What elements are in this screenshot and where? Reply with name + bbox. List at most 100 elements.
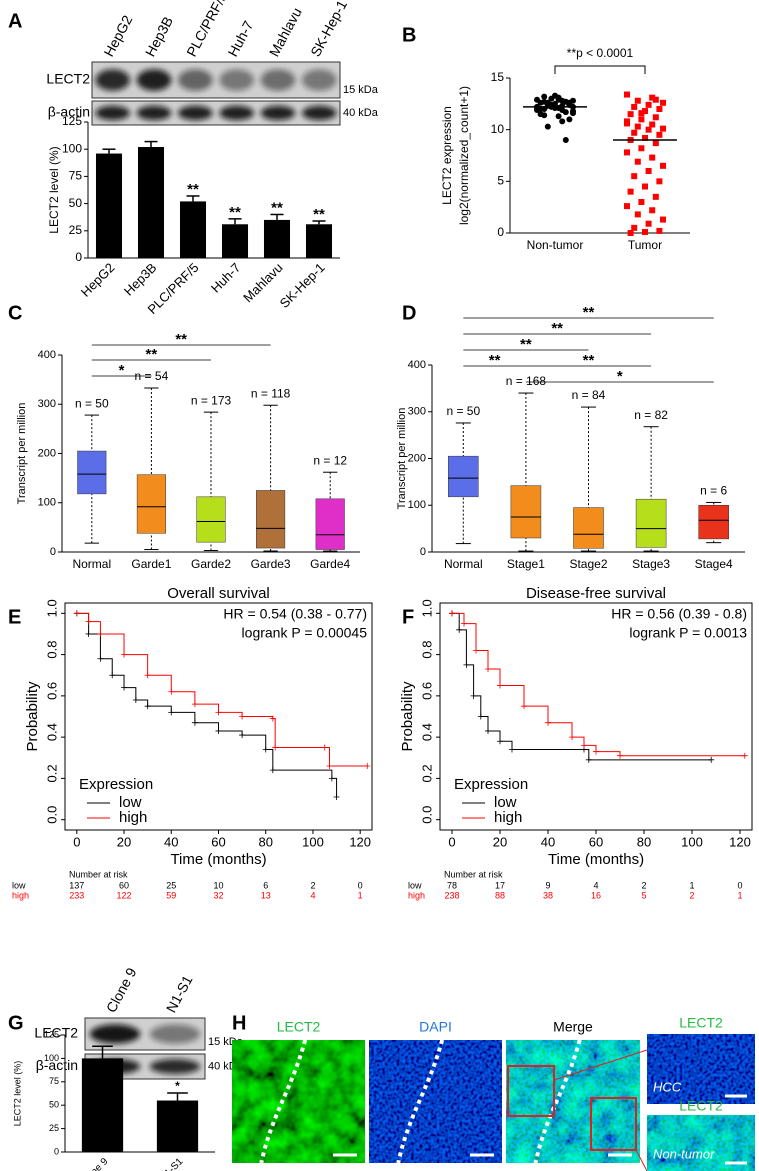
lane-label: Hep3B bbox=[142, 14, 176, 59]
dot bbox=[541, 93, 548, 100]
y-tick-label: 0 bbox=[420, 546, 426, 558]
y-axis-label: LECT2 level (%) bbox=[47, 146, 61, 233]
x-tick-label: 60 bbox=[211, 834, 225, 849]
y-tick-label: 75 bbox=[69, 169, 83, 183]
x-tick-label: 100 bbox=[302, 834, 324, 849]
censor-mark bbox=[262, 746, 269, 753]
annotation: HR = 0.56 (0.39 - 0.8) bbox=[611, 606, 747, 622]
n-label: n = 50 bbox=[75, 396, 109, 410]
survival-curve bbox=[76, 612, 338, 797]
y-tick-label: 0.4 bbox=[419, 723, 434, 741]
dot bbox=[645, 126, 652, 133]
risk-count: 88 bbox=[495, 890, 505, 900]
censor-mark bbox=[168, 709, 175, 716]
dot bbox=[631, 129, 638, 136]
dot bbox=[649, 207, 656, 214]
censor-mark bbox=[470, 692, 477, 699]
x-tick-label: Stage4 bbox=[695, 557, 733, 571]
blot-band bbox=[219, 105, 255, 121]
dot bbox=[642, 228, 648, 235]
y-axis-label: Transcript per million bbox=[16, 403, 28, 505]
x-tick-label: 40 bbox=[541, 834, 555, 849]
comparison-label: ** bbox=[520, 336, 532, 353]
y-tick-label: 400 bbox=[38, 349, 56, 361]
censor-mark bbox=[168, 688, 175, 695]
dot bbox=[544, 123, 551, 130]
risk-count: 13 bbox=[261, 890, 271, 900]
boundary-line bbox=[396, 1039, 445, 1164]
risk-count: 0 bbox=[358, 880, 363, 890]
dot bbox=[624, 91, 630, 98]
significance-bracket bbox=[554, 65, 646, 74]
risk-count: 10 bbox=[213, 880, 223, 890]
risk-count: 1 bbox=[689, 880, 694, 890]
censor-mark bbox=[191, 719, 198, 726]
risk-count: 4 bbox=[593, 880, 598, 890]
censor-mark bbox=[73, 610, 80, 617]
inset-channel: LECT2 bbox=[679, 1015, 723, 1031]
dot bbox=[562, 109, 569, 116]
dot bbox=[624, 149, 630, 156]
y-axis-label: Probability bbox=[24, 681, 41, 752]
n-label: n = 50 bbox=[446, 404, 480, 418]
n-label: n = 84 bbox=[572, 388, 606, 402]
panel-label: A bbox=[8, 10, 22, 32]
y-axis-label: LECT2 expression bbox=[440, 106, 454, 205]
micrograph-blue bbox=[369, 1040, 502, 1163]
lane-label: Clone 9 bbox=[103, 965, 140, 1015]
dot bbox=[642, 108, 648, 115]
n-label: n = 54 bbox=[135, 369, 169, 383]
lane-label: Huh-7 bbox=[224, 18, 256, 59]
x-tick-label: 0 bbox=[73, 834, 80, 849]
blot-band bbox=[136, 69, 172, 91]
censor-mark bbox=[85, 618, 92, 625]
x-tick-label: 20 bbox=[493, 834, 507, 849]
y-tick-label: 400 bbox=[408, 359, 426, 371]
y-tick-label: 25 bbox=[69, 223, 83, 237]
comparison-label: ** bbox=[551, 320, 563, 337]
inset-tissue: Non-tumor bbox=[653, 1146, 715, 1161]
box bbox=[510, 485, 542, 539]
n-label: n = 6 bbox=[700, 484, 727, 498]
n-label: n = 173 bbox=[191, 393, 232, 407]
risk-count: 1 bbox=[737, 890, 742, 900]
x-tick-label: Garde3 bbox=[251, 557, 291, 571]
risk-count: 38 bbox=[543, 890, 553, 900]
x-tick-label: 120 bbox=[729, 834, 751, 849]
dot bbox=[534, 96, 540, 103]
legend-label: high bbox=[494, 809, 522, 826]
risk-count: 32 bbox=[213, 890, 223, 900]
dot bbox=[645, 168, 652, 174]
y-tick-label: 10 bbox=[491, 122, 505, 136]
zoom-box bbox=[590, 1097, 637, 1151]
blot-band bbox=[260, 105, 296, 121]
risk-count: 60 bbox=[119, 880, 129, 890]
censor-mark bbox=[333, 793, 340, 800]
y-tick-label: 0 bbox=[50, 546, 56, 558]
blot-strip bbox=[91, 100, 341, 126]
y-tick-label: 200 bbox=[38, 447, 56, 459]
risk-table-title: Number at risk bbox=[444, 869, 503, 879]
dot bbox=[566, 116, 573, 123]
censor-mark bbox=[485, 727, 491, 734]
bar bbox=[81, 1058, 124, 1152]
blot-band bbox=[260, 69, 296, 91]
x-tick-label: Clone 9 bbox=[78, 1156, 110, 1171]
risk-count: 233 bbox=[69, 890, 84, 900]
risk-count: 4 bbox=[310, 890, 315, 900]
survival-curve bbox=[452, 612, 745, 757]
risk-count: 137 bbox=[69, 880, 84, 890]
annotation: logrank P = 0.00045 bbox=[242, 625, 368, 641]
x-tick-label: Hep3B bbox=[121, 260, 160, 299]
censor-mark bbox=[585, 756, 592, 763]
blot-marker: 15 kDa bbox=[343, 84, 379, 96]
significance: ** bbox=[187, 181, 199, 198]
comparison-label: ** bbox=[583, 304, 595, 321]
dot bbox=[624, 120, 630, 127]
risk-count: 1 bbox=[358, 890, 363, 900]
censor-mark bbox=[328, 775, 335, 782]
lane-label: Mahlavu bbox=[266, 5, 305, 59]
dot bbox=[627, 111, 634, 118]
censor-mark bbox=[497, 738, 503, 745]
risk-row-name: low bbox=[12, 880, 26, 890]
